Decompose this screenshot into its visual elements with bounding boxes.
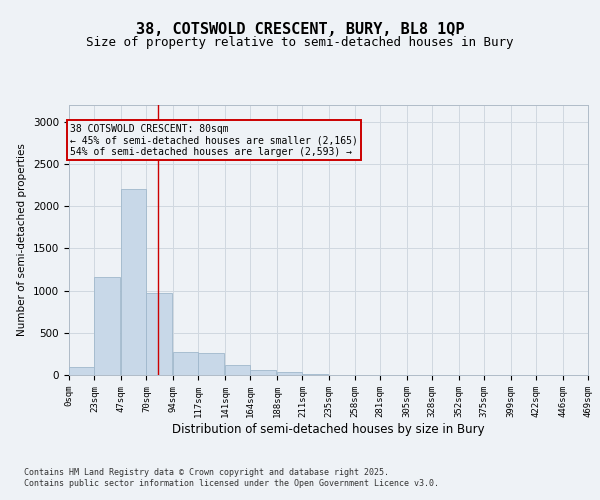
Text: Contains HM Land Registry data © Crown copyright and database right 2025.: Contains HM Land Registry data © Crown c… xyxy=(24,468,389,477)
Bar xyxy=(250,370,276,375)
Bar xyxy=(173,352,199,375)
Bar xyxy=(277,372,302,375)
Y-axis label: Number of semi-detached properties: Number of semi-detached properties xyxy=(17,144,28,336)
X-axis label: Distribution of semi-detached houses by size in Bury: Distribution of semi-detached houses by … xyxy=(172,422,485,436)
Bar xyxy=(121,190,146,375)
Bar xyxy=(146,292,172,375)
Text: Contains public sector information licensed under the Open Government Licence v3: Contains public sector information licen… xyxy=(24,480,439,488)
Bar xyxy=(302,374,328,375)
Bar xyxy=(69,368,94,375)
Text: Size of property relative to semi-detached houses in Bury: Size of property relative to semi-detach… xyxy=(86,36,514,49)
Bar xyxy=(94,276,120,375)
Text: 38, COTSWOLD CRESCENT, BURY, BL8 1QP: 38, COTSWOLD CRESCENT, BURY, BL8 1QP xyxy=(136,22,464,38)
Bar xyxy=(199,352,224,375)
Text: 38 COTSWOLD CRESCENT: 80sqm
← 45% of semi-detached houses are smaller (2,165)
54: 38 COTSWOLD CRESCENT: 80sqm ← 45% of sem… xyxy=(70,124,358,157)
Bar xyxy=(225,365,250,375)
